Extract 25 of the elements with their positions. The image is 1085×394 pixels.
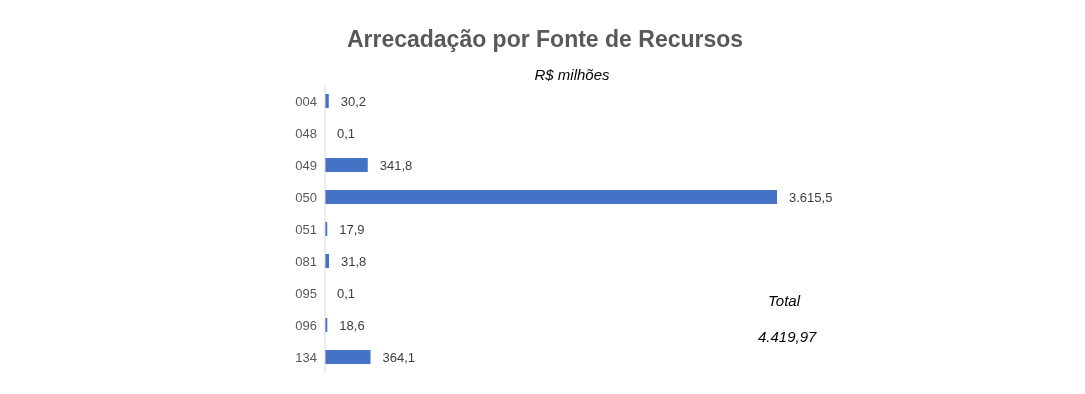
y-tick-label: 050 [295,189,317,205]
y-tick-label: 049 [295,157,317,173]
y-tick-label: 095 [295,285,317,301]
chart-subtitle: R$ milhões [533,66,611,83]
bar [325,350,371,364]
data-label: 341,8 [379,157,413,173]
bar [325,190,777,204]
data-label: 364,1 [382,349,416,365]
y-tick-label: 096 [295,317,317,333]
bar [325,158,368,172]
data-label: 30,2 [340,93,367,109]
annotation: Total [768,292,800,309]
data-label: 17,9 [339,221,365,237]
data-label: 3.615,5 [789,189,833,205]
annotation: 4.419,97 [758,328,817,345]
data-label: 31,8 [340,253,367,269]
y-tick-label: 134 [295,349,317,365]
y-tick-label: 051 [295,221,317,237]
chart-title: Arrecadação por Fonte de Recursos [345,26,745,53]
data-label: 0,1 [337,125,356,141]
y-tick-label: 048 [295,125,317,141]
y-tick-label: 081 [295,253,317,269]
data-label: 18,6 [339,317,365,333]
data-label: 0,1 [337,285,356,301]
y-tick-label: 004 [295,93,317,109]
